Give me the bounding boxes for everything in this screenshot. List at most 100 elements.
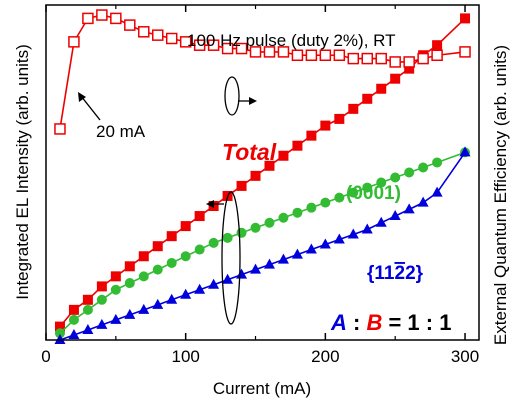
data-point [362, 182, 373, 193]
data-point [263, 46, 276, 58]
label-20ma: 20 mA [96, 122, 146, 141]
label-total: Total [222, 139, 277, 165]
y-axis-label-left: Integrated EL Intensity (arb. units) [13, 44, 32, 299]
x-tick-label: 300 [451, 347, 479, 366]
data-point [319, 49, 332, 61]
arrow-20ma [78, 92, 101, 121]
data-point [389, 210, 401, 221]
data-point [68, 314, 79, 325]
label-semipolar-start: {11 [367, 263, 395, 284]
x-axis-label: Current (mA) [213, 379, 311, 398]
data-point [390, 73, 401, 84]
data-point [291, 248, 303, 259]
data-point [68, 328, 80, 339]
data-point [320, 197, 331, 208]
data-point [54, 123, 66, 135]
data-point [305, 243, 317, 254]
data-point [208, 278, 220, 289]
data-point [404, 63, 415, 74]
ratio-rest: = 1 : 1 [382, 310, 451, 335]
data-point [68, 36, 80, 48]
data-point [361, 223, 373, 234]
data-point [54, 321, 65, 332]
label-semipolar: {1122} [367, 263, 424, 284]
x-tick-label: 200 [311, 347, 339, 366]
data-point [347, 228, 359, 239]
data-point [236, 268, 248, 279]
data-point [278, 212, 289, 223]
data-point [138, 251, 149, 262]
data-point [375, 216, 387, 227]
y-axis-label-right: External Quantum Efficiency (arb. units) [491, 45, 510, 345]
axis-indicator-left [206, 191, 241, 325]
x-tick-label: 0 [41, 347, 50, 366]
data-point [347, 52, 360, 65]
data-point [306, 130, 317, 141]
data-point [124, 261, 135, 272]
data-point [333, 233, 345, 244]
data-point [459, 146, 471, 157]
data-point [403, 56, 415, 68]
data-point [82, 323, 94, 334]
label-c-plane: (0001) [346, 183, 401, 204]
axis-indicator-right [224, 76, 257, 116]
data-point [110, 284, 121, 295]
data-point [138, 271, 149, 282]
data-point [264, 217, 275, 228]
data-point [207, 39, 220, 51]
data-point [194, 244, 205, 255]
data-point [110, 271, 121, 282]
data-point [403, 203, 415, 214]
data-point [151, 29, 164, 41]
data-point [277, 253, 289, 264]
tick-layer: 0 100 200 300 [41, 5, 479, 366]
data-point [194, 283, 206, 294]
data-point [250, 263, 262, 274]
series-3 [54, 146, 471, 344]
series-2 [54, 147, 471, 339]
data-point [348, 103, 359, 114]
data-point [166, 257, 177, 268]
data-point [96, 9, 108, 21]
data-point [124, 19, 136, 31]
data-point [376, 83, 387, 94]
data-point [417, 196, 429, 207]
ratio-colon: : [347, 310, 367, 335]
data-point [166, 231, 177, 242]
ratio-label: A : B = 1 : 1 [330, 310, 451, 335]
data-point [208, 237, 219, 248]
data-point [138, 303, 150, 314]
data-point [361, 52, 374, 65]
data-point [152, 241, 163, 252]
chart-title: 100 Hz pulse (duty 2%), RT [187, 31, 396, 50]
data-point [348, 187, 359, 198]
data-point [417, 52, 429, 65]
data-point [431, 49, 443, 61]
data-point [68, 304, 79, 315]
data-point [418, 162, 429, 173]
data-point [180, 221, 191, 232]
data-point [334, 113, 345, 124]
data-point [165, 32, 178, 45]
data-point [459, 46, 471, 58]
ratio-a: A [330, 310, 347, 335]
data-point [375, 52, 387, 65]
series-layer [54, 9, 471, 344]
label-semipolar-bar: 2 [394, 263, 405, 284]
data-point [389, 56, 401, 68]
data-point [390, 172, 401, 183]
data-point [96, 281, 107, 292]
x-tick-label: 100 [171, 347, 199, 366]
data-point [96, 318, 108, 329]
data-point [277, 46, 290, 58]
data-point [376, 177, 387, 188]
data-point [320, 120, 331, 131]
data-point [431, 186, 443, 197]
data-point [460, 13, 471, 24]
data-point [292, 140, 303, 151]
data-point [54, 334, 66, 344]
data-point [305, 49, 318, 61]
data-point [82, 12, 94, 25]
data-point [152, 264, 163, 275]
